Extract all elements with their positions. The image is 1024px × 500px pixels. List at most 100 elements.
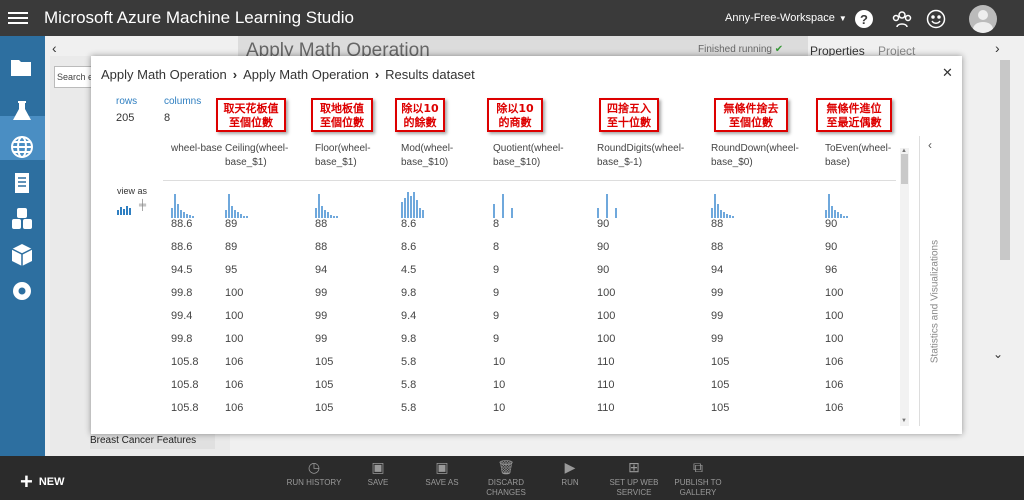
collapse-palette-icon[interactable]: ‹ <box>52 40 57 56</box>
table-cell[interactable]: 94.5 <box>171 264 193 276</box>
set-up-web-service-button[interactable]: ⊞ SET UP WEB SERVICE <box>604 460 664 498</box>
table-cell[interactable]: 100 <box>597 310 616 322</box>
table-cell[interactable]: 5.8 <box>401 356 417 368</box>
table-cell[interactable]: 100 <box>597 287 616 299</box>
column-histogram[interactable] <box>493 192 533 218</box>
web-services-globe-icon[interactable] <box>9 134 35 160</box>
column-header[interactable]: RoundDown(wheel-base_$0) <box>711 143 799 168</box>
table-cell[interactable]: 105.8 <box>171 356 199 368</box>
table-cell[interactable]: 9.8 <box>401 333 417 345</box>
table-cell[interactable]: 99.8 <box>171 287 193 299</box>
tab-properties[interactable]: Properties <box>810 44 865 58</box>
run-button[interactable]: ▶ RUN <box>540 460 600 488</box>
column-histogram[interactable] <box>597 192 637 218</box>
table-cell[interactable]: 105 <box>315 379 334 391</box>
table-cell[interactable]: 106 <box>225 379 244 391</box>
settings-gear-icon[interactable] <box>9 278 35 304</box>
table-cell[interactable]: 96 <box>825 264 838 276</box>
table-cell[interactable]: 99 <box>711 287 724 299</box>
column-header[interactable]: Floor(wheel-base_$1) <box>315 143 371 168</box>
chevron-down-icon[interactable]: ⌄ <box>993 347 1004 361</box>
boxplot-view-icon[interactable]: ╪ <box>139 200 147 211</box>
table-cell[interactable]: 9 <box>493 310 500 322</box>
table-cell[interactable]: 89 <box>225 241 238 253</box>
table-cell[interactable]: 99 <box>711 310 724 322</box>
table-cell[interactable]: 99.4 <box>171 310 193 322</box>
expand-statistics-icon[interactable]: ‹ <box>928 138 932 152</box>
column-header[interactable]: Quotient(wheel-base_$10) <box>493 143 564 168</box>
discard-changes-button[interactable]: 🗑 DISCARD CHANGES <box>476 460 536 498</box>
table-cell[interactable]: 110 <box>597 379 615 391</box>
publish-to-gallery-button[interactable]: ⧉ PUBLISH TO GALLERY <box>668 460 728 498</box>
run-history-button[interactable]: ◷ RUN HISTORY <box>284 460 344 488</box>
table-cell[interactable]: 106 <box>225 356 244 368</box>
close-icon[interactable]: ✕ <box>942 65 953 80</box>
column-header[interactable]: RoundDigits(wheel-base_$-1) <box>597 143 685 168</box>
table-cell[interactable]: 9.8 <box>401 287 417 299</box>
table-cell[interactable]: 106 <box>225 402 244 414</box>
projects-icon[interactable] <box>9 54 35 80</box>
table-cell[interactable]: 90 <box>825 241 838 253</box>
table-cell[interactable]: 90 <box>825 218 838 230</box>
table-cell[interactable]: 9 <box>493 287 500 299</box>
feedback-smiley-icon[interactable] <box>926 9 946 29</box>
column-histogram[interactable] <box>401 192 441 218</box>
table-cell[interactable]: 100 <box>225 287 244 299</box>
table-cell[interactable]: 88.6 <box>171 241 193 253</box>
experiments-flask-icon[interactable] <box>9 98 35 124</box>
table-cell[interactable]: 99.8 <box>171 333 193 345</box>
workspace-selector[interactable]: Anny-Free-Workspace ▼ <box>725 12 847 24</box>
table-cell[interactable]: 9 <box>493 264 500 276</box>
table-cell[interactable]: 89 <box>225 218 238 230</box>
table-cell[interactable]: 105 <box>315 402 334 414</box>
table-cell[interactable]: 95 <box>225 264 238 276</box>
new-button[interactable]: + NEW <box>20 469 65 494</box>
table-cell[interactable]: 106 <box>825 356 844 368</box>
table-cell[interactable]: 5.8 <box>401 379 417 391</box>
table-cell[interactable]: 100 <box>225 333 244 345</box>
table-cell[interactable]: 100 <box>597 333 616 345</box>
column-histogram[interactable] <box>171 192 211 218</box>
table-cell[interactable]: 90 <box>597 218 610 230</box>
tab-project[interactable]: Project <box>878 44 916 58</box>
table-cell[interactable]: 88 <box>315 218 328 230</box>
scrollbar-thumb[interactable] <box>901 154 908 184</box>
table-cell[interactable]: 106 <box>825 402 844 414</box>
table-cell[interactable]: 88.6 <box>171 218 193 230</box>
column-header[interactable]: ToEven(wheel-base) <box>825 143 892 168</box>
table-cell[interactable]: 8 <box>493 241 500 253</box>
table-cell[interactable]: 88 <box>711 218 724 230</box>
table-cell[interactable]: 110 <box>597 356 615 368</box>
table-cell[interactable]: 94 <box>315 264 328 276</box>
save-button[interactable]: ▣ SAVE <box>348 460 408 488</box>
table-cell[interactable]: 99 <box>711 333 724 345</box>
column-header[interactable]: Mod(wheel-base_$10) <box>401 143 454 168</box>
save-as-button[interactable]: ▣ SAVE AS <box>412 460 472 488</box>
table-cell[interactable]: 8.6 <box>401 218 417 230</box>
table-cell[interactable]: 10 <box>493 379 506 391</box>
breadcrumb-experiment[interactable]: Apply Math Operation <box>101 67 227 82</box>
table-cell[interactable]: 8.6 <box>401 241 417 253</box>
table-cell[interactable]: 94 <box>711 264 724 276</box>
notebooks-icon[interactable] <box>9 170 35 196</box>
datasets-icon[interactable] <box>9 206 35 232</box>
table-cell[interactable]: 8 <box>493 218 500 230</box>
column-histogram[interactable] <box>315 192 355 218</box>
table-cell[interactable]: 105 <box>315 356 334 368</box>
table-cell[interactable]: 88 <box>315 241 328 253</box>
table-cell[interactable]: 105 <box>711 356 730 368</box>
column-histogram[interactable] <box>225 192 265 218</box>
table-cell[interactable]: 106 <box>825 379 844 391</box>
expand-panel-icon[interactable]: › <box>995 40 1000 56</box>
table-cell[interactable]: 110 <box>597 402 615 414</box>
table-cell[interactable]: 100 <box>225 310 244 322</box>
column-histogram[interactable] <box>825 192 865 218</box>
table-cell[interactable]: 100 <box>825 287 844 299</box>
table-cell[interactable]: 10 <box>493 356 506 368</box>
user-avatar[interactable] <box>969 5 997 33</box>
table-cell[interactable]: 100 <box>825 310 844 322</box>
table-cell[interactable]: 105.8 <box>171 402 199 414</box>
table-cell[interactable]: 100 <box>825 333 844 345</box>
breadcrumb-module[interactable]: Apply Math Operation <box>243 67 369 82</box>
column-header[interactable]: Ceiling(wheel-base_$1) <box>225 143 289 168</box>
